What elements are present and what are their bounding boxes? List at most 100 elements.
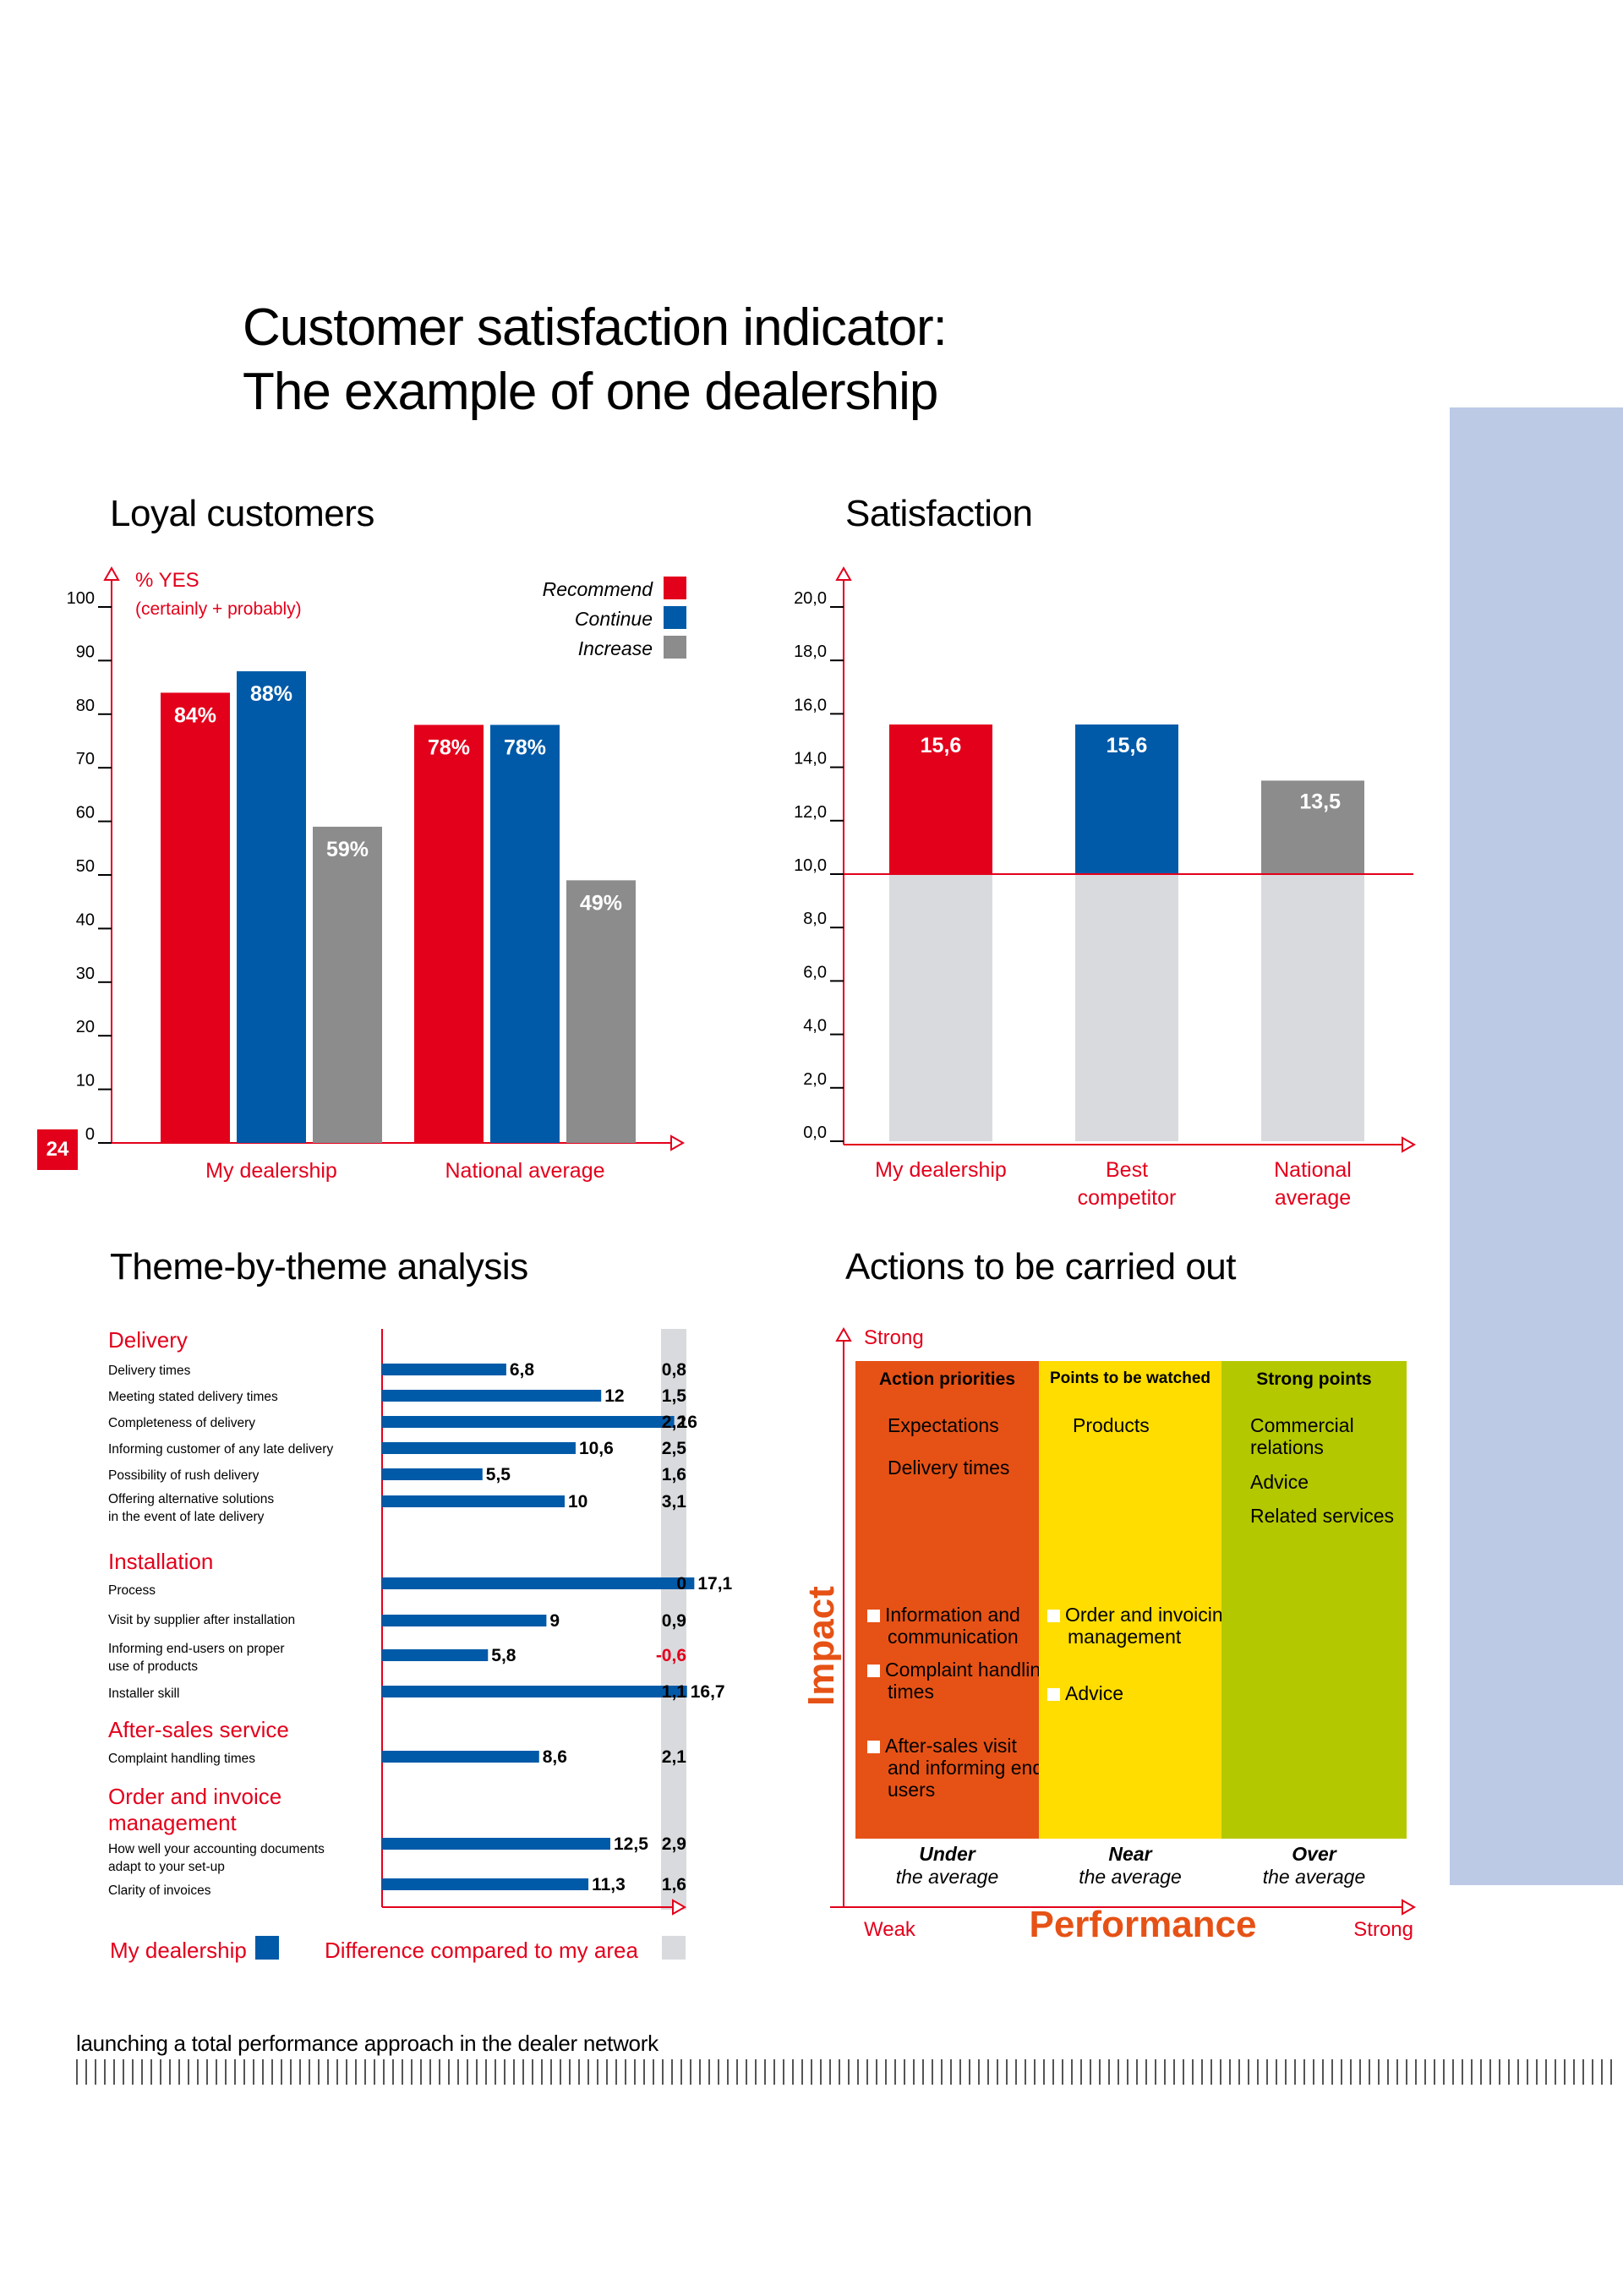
loyal-bar-increase xyxy=(566,880,636,1143)
matrix-column-title: Strong points xyxy=(1256,1369,1372,1389)
theme-difference-value: 2,9 xyxy=(662,1834,686,1854)
satisfaction-bar-label: 15,6 xyxy=(1107,734,1148,757)
matrix-item-text: Related services xyxy=(1250,1505,1395,1527)
theme-bar-value: 10,6 xyxy=(579,1439,614,1458)
satisfaction-chart: 0,0 2,0 4,0 6,0 8,0 10,0 12,0 14,0 16,0 18,0 20,0 1… xyxy=(794,575,1413,1145)
matrix-item: Advice xyxy=(1047,1682,1235,1704)
theme-item-label: Completeness of delivery xyxy=(108,1416,255,1430)
theme-bar-value: 8,6 xyxy=(543,1747,567,1767)
loyal-bar-recommend xyxy=(414,724,484,1143)
theme-difference-value: 1,5 xyxy=(662,1386,687,1406)
theme-group-header: Installation xyxy=(108,1549,213,1574)
theme-bar-value: 12 xyxy=(604,1386,624,1406)
theme-bar-value: 6,8 xyxy=(510,1360,535,1380)
performance-strong-label: Strong xyxy=(1353,1918,1413,1941)
matrix-column-footer: Near the average xyxy=(1039,1843,1221,1889)
matrix-item: Expectations xyxy=(888,1414,1032,1436)
impact-strong-label: Strong xyxy=(864,1326,924,1349)
page-title-line-1: Customer satisfaction indicator: xyxy=(243,298,948,357)
theme-bar xyxy=(382,1838,610,1850)
satisfaction-y-tick-label: 16,0 xyxy=(794,696,827,714)
satisfaction-bar xyxy=(1261,780,1364,874)
loyal-y-tick-label: 50 xyxy=(76,857,95,876)
loyal-legend-swatch xyxy=(664,577,686,599)
satisfaction-category-label: Best competitor xyxy=(1078,1158,1177,1210)
theme-item-label: Informing customer of any late delivery xyxy=(108,1442,333,1457)
loyal-bar-increase xyxy=(313,826,382,1143)
theme-difference-value: 1,6 xyxy=(662,1875,686,1894)
loyal-legend-label: Increase xyxy=(578,637,653,659)
satisfaction-bar xyxy=(1075,724,1178,874)
actions-matrix-footers: Under the average Near the average Over the a… xyxy=(855,1843,1407,1894)
side-color-band xyxy=(1450,407,1623,1885)
theme-item-label: Visit by supplier after installation xyxy=(108,1613,295,1627)
matrix-item-text: Complaint handling times xyxy=(885,1659,1052,1703)
matrix-item: Information and communication xyxy=(867,1604,1052,1648)
theme-difference-value: 0 xyxy=(676,1574,686,1594)
footer-tick-strip xyxy=(76,2059,1615,2085)
loyal-legend-swatch xyxy=(664,636,686,659)
theme-bar xyxy=(382,1649,489,1661)
theme-item-label: Delivery times xyxy=(108,1364,191,1378)
axis-arrow-right xyxy=(1402,1136,1417,1153)
impact-axis-label: Impact xyxy=(801,1586,842,1706)
matrix-column-1: Action priorities Expectations Delivery ti… xyxy=(855,1361,1052,1839)
satisfaction-y-tick-label: 12,0 xyxy=(794,803,827,822)
matrix-column-footer: Under the average xyxy=(855,1843,1039,1889)
matrix-item-text: Order and invoicing management xyxy=(1065,1604,1234,1648)
theme-difference-value: 3,1 xyxy=(662,1492,687,1512)
satisfaction-bar-label: 15,6 xyxy=(921,734,962,757)
checkbox-icon xyxy=(867,1665,880,1677)
loyal-customers-title: Loyal customers xyxy=(110,493,374,534)
theme-bar xyxy=(382,1615,547,1626)
theme-bar xyxy=(382,1390,602,1402)
theme-legend-blue-swatch xyxy=(255,1936,279,1960)
loyal-category-label: My dealership xyxy=(205,1159,337,1183)
matrix-footer-line: Near xyxy=(1108,1843,1152,1865)
matrix-item-text: Advice xyxy=(1065,1682,1124,1704)
theme-legend-difference: Difference compared to my area xyxy=(325,1938,638,1963)
theme-bar xyxy=(382,1416,675,1428)
satisfaction-bar-baseline xyxy=(889,874,992,1141)
loyal-y-tick-label: 10 xyxy=(76,1072,95,1091)
matrix-footer-line: the average xyxy=(895,1866,999,1888)
theme-group-header: After-sales service xyxy=(108,1717,289,1742)
matrix-item: Advice xyxy=(1250,1471,1400,1493)
loyal-y-tick-label: 100 xyxy=(67,589,95,608)
theme-bar-value: 10 xyxy=(568,1492,587,1512)
theme-difference-value: 0,9 xyxy=(662,1611,686,1631)
performance-axis-label: Performance xyxy=(1029,1904,1256,1945)
theme-bar-value: 12,5 xyxy=(614,1834,648,1854)
theme-bar xyxy=(382,1686,687,1697)
axis-arrow-up xyxy=(103,566,120,581)
theme-bar-value: 5,8 xyxy=(491,1646,516,1665)
matrix-footer-line: Under xyxy=(919,1843,975,1865)
matrix-item: Products xyxy=(1073,1414,1215,1436)
matrix-column-2: Points to be watched Products Order and in… xyxy=(1039,1361,1233,1839)
satisfaction-bar-baseline xyxy=(1261,874,1364,1141)
theme-group-header: Order and invoice management xyxy=(108,1784,281,1835)
satisfaction-y-tick-label: 10,0 xyxy=(794,856,827,875)
matrix-item-text: After-sales visit and informing end-user… xyxy=(885,1735,1050,1801)
satisfaction-y-tick-label: 4,0 xyxy=(803,1017,827,1036)
loyal-bar-label: 84% xyxy=(174,703,216,727)
theme-item-label: Offering alternative solutions in the eve… xyxy=(108,1492,274,1524)
loyal-bar-label: 78% xyxy=(428,735,470,759)
matrix-item: Commercial relations xyxy=(1250,1414,1400,1458)
actions-axes: Strong Impact Weak Performance Strong xyxy=(801,1326,1413,1945)
theme-difference-value: 0,8 xyxy=(662,1360,687,1380)
matrix-item-text: Information and communication xyxy=(885,1604,1020,1648)
satisfaction-y-tick-label: 20,0 xyxy=(794,589,827,608)
matrix-column-title: Points to be watched xyxy=(1049,1369,1211,1387)
theme-bar xyxy=(382,1577,695,1589)
theme-difference-value: -0,6 xyxy=(656,1646,686,1665)
theme-bar xyxy=(382,1468,483,1480)
matrix-column-3: Strong points Commercial relations Advice R… xyxy=(1221,1361,1407,1839)
matrix-item-text: Expectations xyxy=(888,1414,999,1436)
theme-bar-value: 11,3 xyxy=(592,1875,626,1894)
loyal-ylabel: % YES xyxy=(135,569,199,592)
loyal-legend-label: Recommend xyxy=(543,578,654,600)
page-title-line-2: The example of one dealership xyxy=(243,363,938,421)
satisfaction-bar-baseline xyxy=(1075,874,1178,1141)
satisfaction-title: Satisfaction xyxy=(845,493,1033,534)
